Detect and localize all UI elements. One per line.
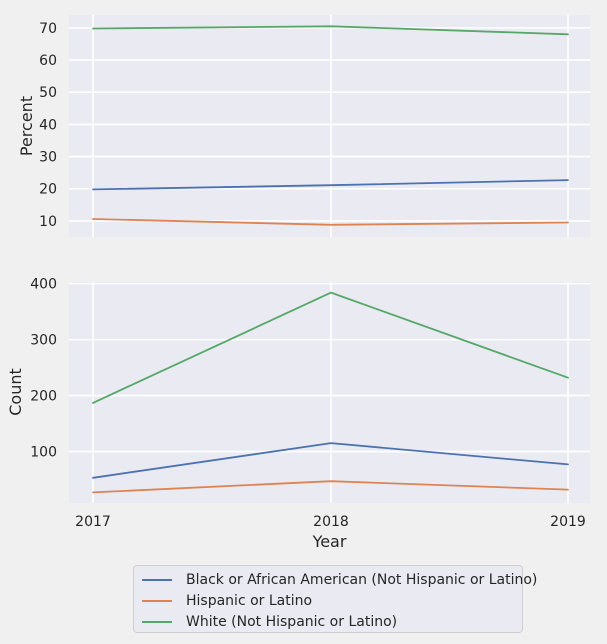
count-chart: 100 200 300 400 Count 2017 2018 2019 Year — [6, 277, 590, 551]
y-tick-label: 300 — [30, 333, 57, 349]
x-tick-label: 2019 — [550, 514, 586, 530]
legend-swatch-white — [142, 620, 172, 623]
plot-area — [69, 15, 590, 237]
series-line-black — [92, 442, 569, 479]
series-line-hispanic — [92, 218, 569, 226]
y-axis-label: Count — [6, 368, 25, 416]
legend-label-white: White (Not Hispanic or Latino) — [186, 613, 398, 630]
series-line-hispanic — [92, 480, 569, 494]
x-tick-label: 2017 — [75, 514, 111, 530]
series-line-white — [92, 25, 569, 36]
legend: Black or African American (Not Hispanic … — [133, 565, 537, 633]
y-tick-label: 10 — [39, 214, 57, 230]
legend-label-hispanic: Hispanic or Latino — [186, 592, 313, 609]
y-tick-label: 20 — [39, 182, 57, 198]
legend-item-black: Black or African American (Not Hispanic … — [142, 569, 537, 590]
percent-chart: 10 20 30 40 50 60 70 Percent — [17, 15, 590, 237]
legend-item-hispanic: Hispanic or Latino — [142, 590, 514, 611]
y-tick-label: 200 — [30, 389, 57, 405]
legend-swatch-black — [142, 578, 172, 581]
x-tick-label: 2018 — [313, 514, 349, 530]
y-tick-label: 100 — [30, 445, 57, 461]
y-tick-label: 60 — [39, 53, 57, 69]
series-line-black — [92, 179, 569, 191]
y-tick-label: 70 — [39, 21, 57, 37]
legend-label-black: Black or African American (Not Hispanic … — [186, 571, 538, 588]
y-tick-label: 50 — [39, 85, 57, 101]
series-line-white — [92, 291, 569, 404]
y-tick-label: 30 — [39, 150, 57, 166]
legend-item-white: White (Not Hispanic or Latino) — [142, 611, 514, 632]
y-tick-label: 400 — [30, 277, 57, 293]
x-axis-label: Year — [312, 532, 347, 551]
y-tick-label: 40 — [39, 117, 57, 133]
y-axis-label: Percent — [17, 96, 36, 156]
legend-swatch-hispanic — [142, 599, 172, 602]
plot-area — [69, 282, 590, 503]
